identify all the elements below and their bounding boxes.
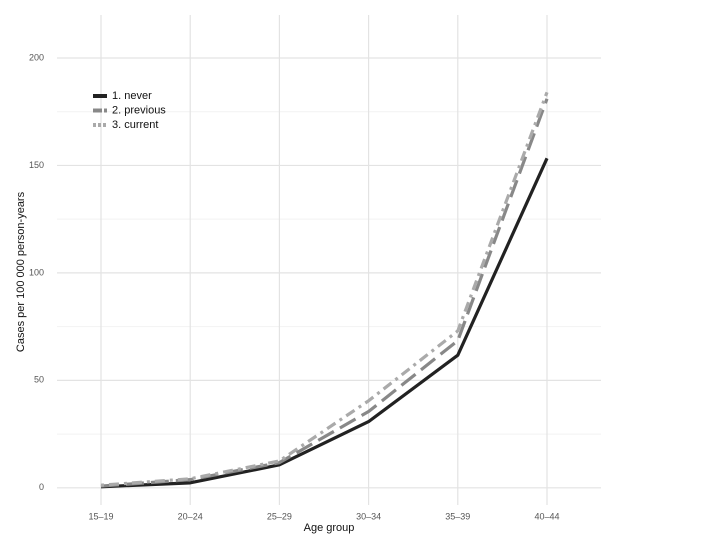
x-tick-label: 15–19 [88, 511, 113, 521]
y-tick-label: 0 [39, 482, 44, 492]
legend-label: 1. never [112, 90, 152, 102]
y-tick-label: 200 [29, 52, 44, 62]
x-tick-label: 20–24 [178, 511, 203, 521]
x-tick-label: 30–34 [356, 511, 381, 521]
y-axis-title: Cases per 100 000 person-years [15, 191, 27, 352]
series-line [100, 98, 549, 488]
y-tick-label: 150 [29, 160, 44, 170]
x-axis-title: Age group [304, 522, 355, 534]
series-line [100, 91, 549, 487]
legend-label: 3. current [112, 119, 158, 131]
series-line [100, 157, 549, 489]
y-tick-label: 50 [34, 375, 44, 385]
x-tick-label: 40–44 [534, 511, 559, 521]
legend-label: 2. previous [112, 104, 166, 116]
x-tick-label: 35–39 [445, 511, 470, 521]
y-tick-label: 100 [29, 267, 44, 277]
x-tick-label: 25–29 [267, 511, 292, 521]
